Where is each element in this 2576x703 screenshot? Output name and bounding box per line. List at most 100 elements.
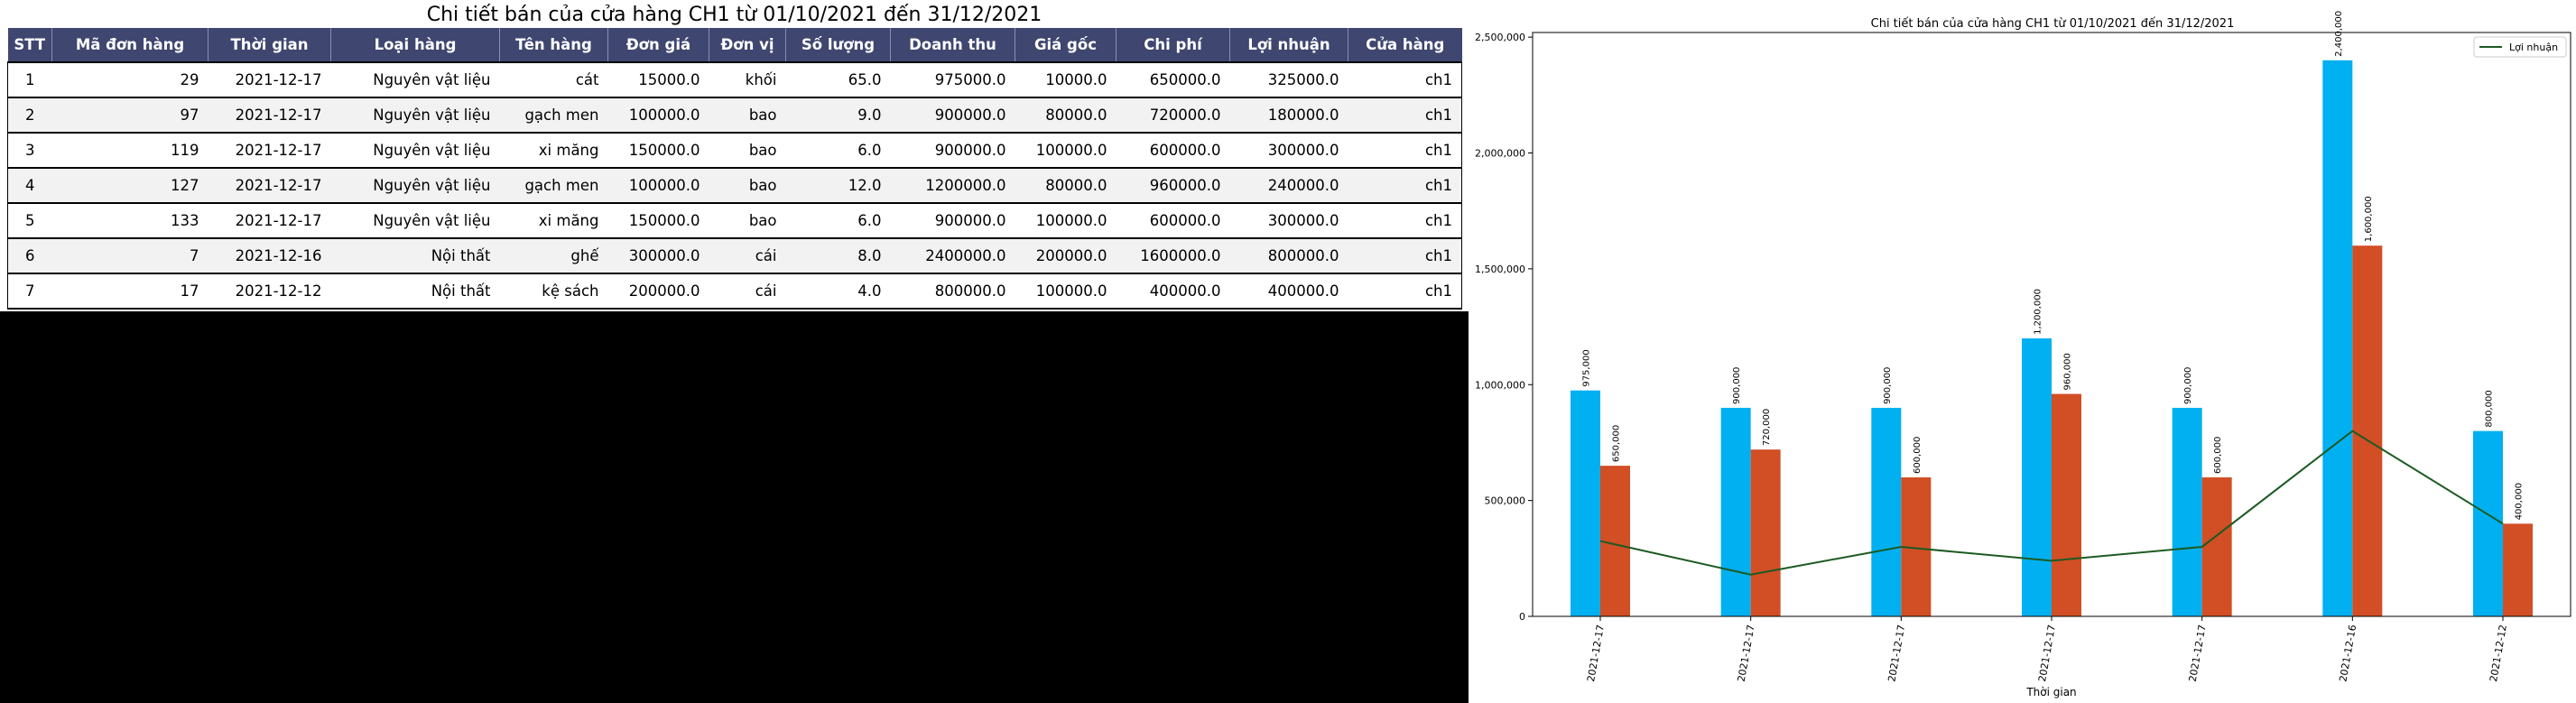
bars-group bbox=[1571, 60, 2533, 617]
table-cell: 2400000.0 bbox=[890, 237, 1015, 274]
line-series bbox=[1599, 430, 2504, 576]
x-tick-label: 2021-12-16 bbox=[2337, 624, 2358, 682]
bar-line-chart: Chi tiết bán của cửa hàng CH1 từ 01/10/2… bbox=[1475, 11, 2571, 698]
table-row: 2 97 2021-12-17 Nguyên vật liệu gạch men 1000… bbox=[7, 97, 1462, 134]
table-cell: 1 bbox=[7, 61, 52, 98]
column-header: Số lượng bbox=[785, 28, 891, 62]
bar-value-label: 975,000 bbox=[1582, 349, 1592, 386]
chart-title: Chi tiết bán của cửa hàng CH1 từ 01/10/2… bbox=[1871, 17, 2235, 31]
table-cell: ch1 bbox=[1348, 237, 1462, 274]
bar bbox=[1871, 407, 1902, 616]
x-tick-label: 2021-12-12 bbox=[2488, 624, 2509, 682]
table-cell: 65.0 bbox=[785, 61, 891, 98]
x-tick-label: 2021-12-17 bbox=[1736, 624, 1757, 682]
bar bbox=[2172, 407, 2202, 616]
table-cell: 2021-12-12 bbox=[208, 273, 331, 310]
table-cell: 80000.0 bbox=[1015, 167, 1117, 204]
table-cell: 29 bbox=[51, 61, 208, 98]
table-cell: 1600000.0 bbox=[1116, 237, 1230, 274]
table-cell: 900000.0 bbox=[890, 97, 1015, 134]
table-cell: 2021-12-17 bbox=[208, 132, 331, 169]
y-tick-label: 2,000,000 bbox=[1475, 148, 1525, 160]
table-cell: 300000.0 bbox=[1229, 132, 1348, 169]
table-cell: 5 bbox=[7, 202, 52, 239]
table-row: 6 7 2021-12-16 Nội thất ghế 300000.0 cái 8.0 240… bbox=[7, 237, 1462, 274]
line-series-group bbox=[1599, 430, 2504, 576]
table-cell: cát bbox=[499, 61, 608, 98]
table-cell: 200000.0 bbox=[607, 273, 709, 310]
table-cell: 6 bbox=[7, 237, 52, 274]
table-cell: 200000.0 bbox=[1015, 237, 1117, 274]
table-cell: 900000.0 bbox=[890, 132, 1015, 169]
table-cell: 600000.0 bbox=[1116, 132, 1230, 169]
table-cell: ch1 bbox=[1348, 97, 1462, 134]
sales-table: STT Mã đơn hàng Thời gian Loại hàng Tên hàng… bbox=[7, 28, 1462, 310]
table-cell: 180000.0 bbox=[1229, 97, 1348, 134]
bar bbox=[1720, 407, 1751, 616]
table-cell: 400000.0 bbox=[1116, 273, 1230, 310]
table-cell: 15000.0 bbox=[607, 61, 709, 98]
legend-box bbox=[2473, 36, 2567, 58]
y-axis: 0 500,000 1,000,000 1,500,000 2,000,000 2,500… bbox=[1475, 32, 1533, 623]
bar bbox=[2052, 393, 2081, 616]
table-cell: 720000.0 bbox=[1116, 97, 1230, 134]
table-cell: 300000.0 bbox=[1229, 202, 1348, 239]
bar bbox=[1600, 466, 1630, 616]
bar-value-label: 400,000 bbox=[2515, 483, 2525, 520]
table-cell: 127 bbox=[51, 167, 208, 204]
bar-value-label: 2,400,000 bbox=[2334, 11, 2344, 57]
table-cell: Nội thất bbox=[330, 273, 500, 310]
table-cell: 960000.0 bbox=[1116, 167, 1230, 204]
column-header: Lợi nhuận bbox=[1229, 28, 1348, 62]
column-header: STT bbox=[7, 28, 52, 62]
table-cell: 300000.0 bbox=[607, 237, 709, 274]
table-cell: 800000.0 bbox=[890, 273, 1015, 310]
table-body: 1 29 2021-12-17 Nguyên vật liệu cát 15000.0 kh… bbox=[7, 61, 1462, 310]
column-header: Doanh thu bbox=[890, 28, 1015, 62]
table-cell: 975000.0 bbox=[890, 61, 1015, 98]
x-axis-label: Thời gian bbox=[2025, 686, 2076, 698]
table-cell: bao bbox=[709, 132, 786, 169]
table-row: 3 119 2021-12-17 Nguyên vật liệu xi măng 1500… bbox=[7, 132, 1462, 169]
table-cell: Nguyên vật liệu bbox=[330, 132, 500, 169]
table-cell: khối bbox=[709, 61, 786, 98]
bar bbox=[2473, 430, 2503, 616]
table-cell: 4.0 bbox=[785, 273, 891, 310]
y-tick-label: 2,500,000 bbox=[1475, 32, 1525, 43]
bar bbox=[2201, 476, 2232, 616]
bar bbox=[1750, 449, 1781, 616]
bar-value-label: 600,000 bbox=[2213, 437, 2223, 474]
column-header: Mã đơn hàng bbox=[51, 28, 208, 62]
table-cell: xi măng bbox=[499, 202, 608, 239]
table-cell: 17 bbox=[51, 273, 208, 310]
plot-frame bbox=[1532, 32, 2571, 617]
table-cell: 7 bbox=[51, 237, 208, 274]
bar-value-label: 650,000 bbox=[1612, 425, 1622, 462]
column-header: Đơn giá bbox=[607, 28, 709, 62]
table-cell: ch1 bbox=[1348, 61, 1462, 98]
table-cell: 100000.0 bbox=[607, 167, 709, 204]
table-cell: 100000.0 bbox=[1015, 132, 1117, 169]
table-cell: 150000.0 bbox=[607, 202, 709, 239]
bar bbox=[2322, 60, 2353, 617]
table-cell: 7 bbox=[7, 273, 52, 310]
table-cell: 240000.0 bbox=[1229, 167, 1348, 204]
legend: Lợi nhuận bbox=[2473, 36, 2567, 58]
table-cell: 6.0 bbox=[785, 132, 891, 169]
table-cell: ch1 bbox=[1348, 167, 1462, 204]
chart-panel: Chi tiết bán của cửa hàng CH1 từ 01/10/2… bbox=[1469, 0, 2576, 703]
column-header: Giá gốc bbox=[1015, 28, 1117, 62]
column-header: Tên hàng bbox=[499, 28, 608, 62]
table-row: 1 29 2021-12-17 Nguyên vật liệu cát 15000.0 kh… bbox=[7, 61, 1462, 98]
table-cell: 80000.0 bbox=[1015, 97, 1117, 134]
table-cell: ghế bbox=[499, 237, 608, 274]
bar bbox=[1571, 390, 1600, 616]
table-cell: 133 bbox=[51, 202, 208, 239]
table-cell: 2021-12-17 bbox=[208, 167, 331, 204]
column-header: Loại hàng bbox=[330, 28, 500, 62]
table-cell: Nội thất bbox=[330, 237, 500, 274]
legend-label: Lợi nhuận bbox=[2509, 42, 2558, 53]
table-cell: 8.0 bbox=[785, 237, 891, 274]
bar-value-label: 1,600,000 bbox=[2364, 196, 2374, 242]
x-tick-label: 2021-12-17 bbox=[1585, 624, 1607, 682]
